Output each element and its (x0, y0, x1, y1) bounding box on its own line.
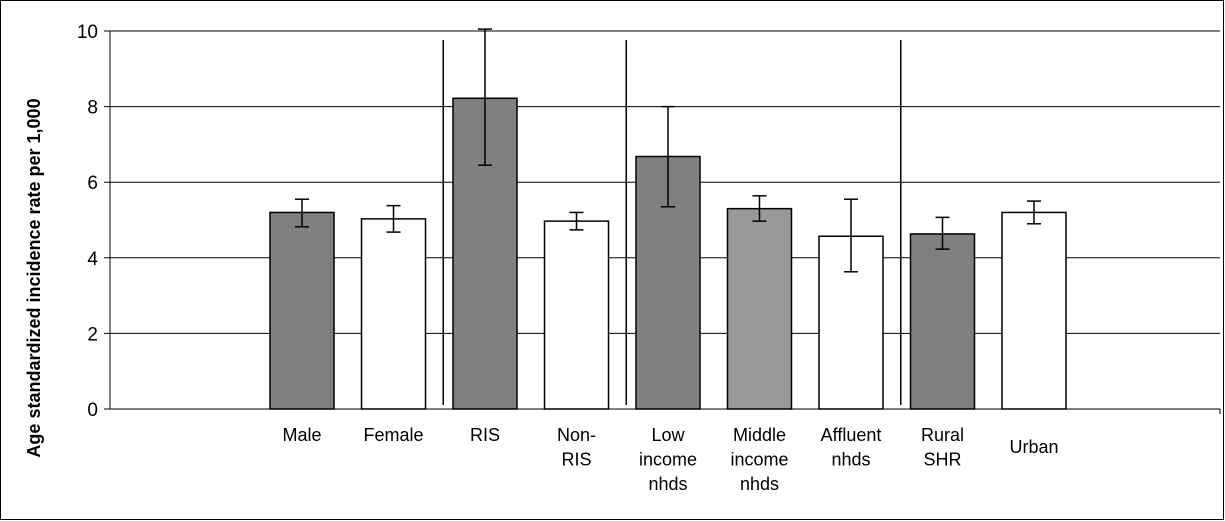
bars (269, 97, 1067, 410)
x-category-label: income (639, 450, 697, 470)
x-category-label: Rural (921, 425, 964, 445)
x-category-label: RIS (561, 450, 591, 470)
x-category-label: Middle (733, 425, 786, 445)
x-category-label: Urban (1009, 437, 1058, 457)
bar (269, 211, 335, 410)
bar (909, 233, 976, 410)
y-tick-label: 10 (77, 22, 98, 43)
y-tick-label: 6 (87, 173, 98, 194)
bar (726, 207, 793, 410)
y-tick-label: 0 (87, 400, 98, 421)
x-category-label: nhds (648, 474, 687, 494)
x-category-label: Low (651, 425, 685, 445)
y-tick-label: 8 (87, 98, 98, 119)
x-category-label: Female (363, 425, 423, 445)
x-category-label: income (730, 450, 788, 470)
x-category-label: SHR (923, 450, 961, 470)
x-category-label: Affluent (821, 425, 882, 445)
x-category-label: Male (282, 425, 321, 445)
x-category-label: Non- (557, 425, 596, 445)
bar (360, 218, 427, 410)
bar (1001, 211, 1067, 410)
y-axis-ticks: 0 2 4 6 8 10 (77, 22, 110, 421)
bar (543, 220, 610, 410)
x-category-label: RIS (470, 425, 500, 445)
x-category-label: nhds (740, 474, 779, 494)
y-tick-label: 2 (87, 324, 98, 345)
x-category-label: nhds (831, 450, 870, 470)
y-axis-label: Age standardized incidence rate per 1,00… (24, 98, 44, 457)
error-bars (295, 28, 1041, 273)
axes (109, 31, 1221, 414)
group-dividers (442, 40, 902, 405)
x-axis-labels: Male Female RIS Non- RIS Low income nhds Middle i… (282, 425, 1058, 494)
y-tick-label: 4 (87, 249, 98, 270)
